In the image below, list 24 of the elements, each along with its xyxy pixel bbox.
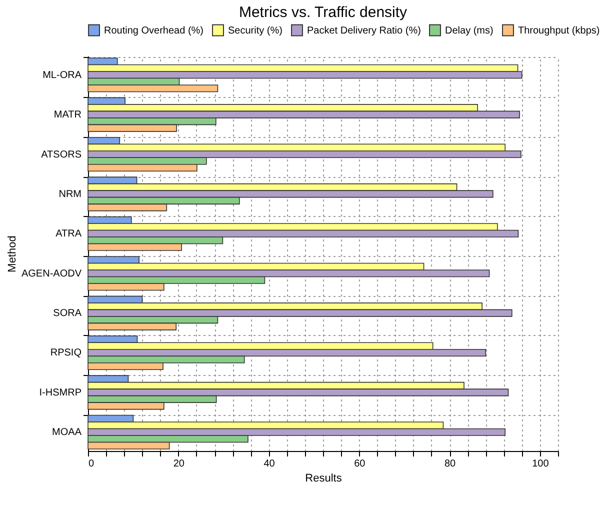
y-tick-label: MATR [54,110,82,121]
x-axis-title: Results [305,472,342,484]
legend-label: Security (%) [228,25,282,36]
legend-label: Delay (ms) [445,25,494,36]
y-tick-label: MOAA [52,427,82,438]
x-tick-label: 40 [264,458,276,470]
y-tick-label: ATSORS [41,149,82,160]
x-tick-label: 80 [444,458,456,470]
y-tick-label: NRM [58,188,82,200]
y-tick-label: RPSIQ [50,348,82,359]
x-tick-label: 100 [532,458,550,470]
y-tick-label: I-HSMRP [39,387,82,398]
y-tick-label: SORA [53,308,82,320]
x-tick-label: 20 [173,458,185,470]
chart-title: Metrics vs. Traffic density [238,4,408,21]
legend-label: Routing Overhead (%) [104,25,204,36]
y-tick-label: ML-ORA [42,70,82,81]
y-tick-label: ATRA [56,228,82,240]
legend-label: Packet Delivery Ratio (%) [307,25,421,36]
y-tick-label: AGEN-AODV [21,268,82,280]
y-axis-title: Method [6,236,18,272]
x-tick-label: 0 [88,458,94,470]
x-tick-label: 60 [354,458,366,470]
legend-label: Throughput (kbps) [518,25,600,36]
